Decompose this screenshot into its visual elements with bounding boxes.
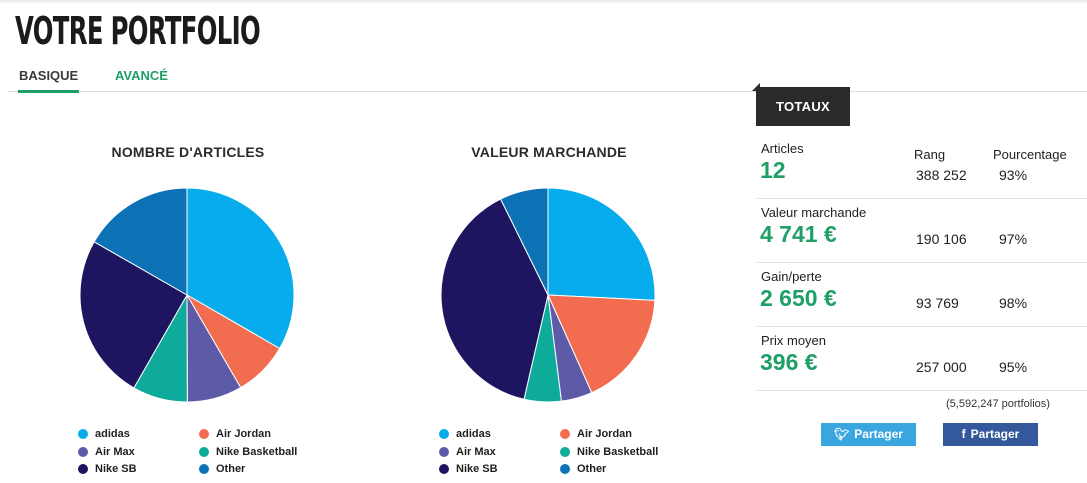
facebook-f-icon: f bbox=[961, 427, 966, 441]
totals-tab[interactable]: TOTAUX bbox=[756, 87, 850, 126]
stat-gain-perte: Gain/perte 2 650 € 93 769 98% bbox=[756, 262, 1087, 327]
pie-slice-air-jordan[interactable] bbox=[547, 294, 656, 394]
stat-percentage: 93% bbox=[999, 167, 1028, 183]
tab-avance[interactable]: AVANCÉ bbox=[115, 68, 168, 83]
legend-swatch bbox=[560, 429, 570, 439]
stat-percentage: 95% bbox=[999, 359, 1028, 375]
legend-swatch bbox=[78, 446, 88, 457]
stat-value: 2 650 € bbox=[760, 285, 837, 311]
percentage-header: Pourcentage bbox=[993, 147, 1067, 162]
legend-valeur: adidas Air Jordan Air Max Nike Basketball Ni… bbox=[439, 426, 679, 478]
stat-value: 396 € bbox=[760, 349, 818, 375]
legend-label: Nike SB bbox=[95, 463, 137, 475]
legend-label: Air Jordan bbox=[577, 428, 633, 440]
stat-value: 12 bbox=[760, 157, 786, 183]
legend-articles: adidas Air Jordan Air Max Nike Basketball Ni… bbox=[78, 426, 318, 478]
legend-swatch bbox=[199, 429, 209, 439]
legend-label: adidas bbox=[456, 428, 491, 440]
pie-slice-other[interactable] bbox=[499, 187, 549, 296]
legend-label: Nike Basketball bbox=[216, 445, 298, 458]
legend-swatch bbox=[560, 464, 570, 474]
twitter-share-button[interactable]: 🐦︎ Partager bbox=[821, 423, 916, 446]
stat-rank: 190 106 bbox=[916, 231, 967, 247]
legend-swatch bbox=[439, 446, 449, 457]
stat-label: Valeur marchande bbox=[761, 205, 867, 220]
stat-rank: 93 769 bbox=[916, 295, 959, 311]
stat-percentage: 98% bbox=[999, 295, 1028, 311]
legend-label: Other bbox=[577, 463, 607, 475]
stat-rank: 257 000 bbox=[916, 359, 967, 375]
legend-label: Air Max bbox=[456, 445, 496, 458]
view-tabs: BASIQUE AVANCÉ bbox=[8, 66, 1087, 93]
chart-title-valeur: VALEUR MARCHANDE bbox=[471, 144, 627, 160]
legend-label: Air Max bbox=[95, 445, 135, 458]
stat-articles: Articles 12 388 252 93% bbox=[756, 134, 1087, 199]
pie-slice-other[interactable] bbox=[93, 187, 188, 296]
page-title: VOTRE PORTFOLIO bbox=[15, 9, 261, 53]
portfolio-count: (5,592,247 portfolios) bbox=[946, 398, 1050, 410]
top-shadow bbox=[0, 0, 1087, 4]
stat-label: Prix moyen bbox=[761, 333, 827, 348]
legend-label: Nike SB bbox=[456, 463, 498, 475]
legend-swatch bbox=[560, 446, 570, 457]
rank-header: Rang bbox=[914, 147, 946, 162]
legend-label: Air Jordan bbox=[216, 428, 272, 440]
tab-basique[interactable]: BASIQUE bbox=[18, 68, 80, 93]
facebook-share-label: Partager bbox=[970, 427, 1020, 441]
legend-swatch bbox=[199, 464, 209, 474]
twitter-bird-icon: 🐦︎ bbox=[834, 427, 850, 441]
stat-rank: 388 252 bbox=[916, 167, 967, 183]
legend-label: Nike Basketball bbox=[577, 445, 659, 458]
legend-swatch bbox=[439, 464, 449, 474]
legend-swatch bbox=[199, 446, 209, 457]
legend-label: adidas bbox=[95, 428, 130, 440]
pie-slice-adidas[interactable] bbox=[547, 187, 656, 301]
pie-slice-nike-sb[interactable] bbox=[79, 241, 188, 389]
chart-title-articles: NOMBRE D'ARTICLES bbox=[111, 144, 265, 160]
stat-percentage: 97% bbox=[999, 231, 1028, 247]
legend-swatch bbox=[439, 429, 449, 439]
twitter-share-label: Partager bbox=[854, 427, 903, 441]
pie-chart-valeur bbox=[440, 187, 656, 403]
legend-swatch bbox=[78, 464, 88, 474]
legend-swatch bbox=[78, 429, 88, 439]
pie-slice-nike-sb[interactable] bbox=[440, 198, 549, 400]
stat-label: Gain/perte bbox=[761, 269, 822, 284]
legend-label: Other bbox=[216, 463, 246, 475]
stat-value: 4 741 € bbox=[760, 221, 837, 247]
pie-chart-articles bbox=[79, 187, 295, 403]
stat-valeur-marchande: Valeur marchande 4 741 € 190 106 97% bbox=[756, 198, 1087, 263]
stat-prix-moyen: Prix moyen 396 € 257 000 95% bbox=[756, 326, 1087, 391]
pie-slice-adidas[interactable] bbox=[186, 187, 295, 350]
facebook-share-button[interactable]: f Partager bbox=[943, 423, 1038, 446]
stat-label: Articles bbox=[761, 141, 804, 156]
